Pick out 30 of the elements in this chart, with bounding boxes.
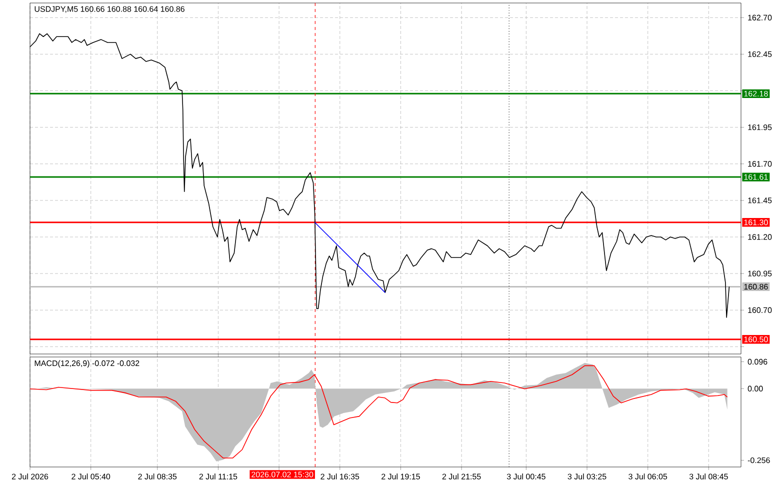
- x-tick-label: 2 Jul 08:35: [138, 474, 177, 480]
- x-tick-label: 2 Jul 2026: [12, 474, 48, 480]
- x-tick-label: 2 Jul 21:55: [442, 474, 481, 480]
- ref-line-label: 160.50: [744, 336, 768, 342]
- x-tick-label: 2 Jul 16:35: [320, 474, 360, 480]
- y-tick-label: -0.256: [748, 457, 770, 464]
- ref-line-label: 161.30: [744, 220, 768, 226]
- x-tick-label: 2 Jul 11:15: [199, 474, 238, 480]
- x-tick-label: 3 Jul 08:45: [689, 474, 728, 480]
- y-tick-label: 161.45: [748, 198, 772, 204]
- y-tick-label: 160.95: [748, 270, 772, 276]
- ref-line-label: 162.18: [744, 90, 768, 96]
- x-tick-label: 2 Jul 19:15: [382, 474, 420, 480]
- y-tick-label: 0.00: [748, 386, 763, 392]
- y-tick-label: 162.45: [748, 51, 772, 58]
- y-tick-label: 161.95: [748, 124, 772, 130]
- ref-line-label: 2026.07.02 15:30: [252, 472, 314, 478]
- chart-title: USDJPY,M5 160.66 160.88 160.64 160.86: [34, 6, 184, 13]
- x-tick-label: 3 Jul 00:45: [506, 474, 546, 480]
- x-tick-label: 2 Jul 05:40: [72, 474, 110, 480]
- y-tick-label: 161.70: [748, 161, 772, 167]
- x-tick-label: 3 Jul 06:05: [628, 474, 668, 480]
- ref-line-label: 161.61: [744, 174, 768, 180]
- y-tick-label: 0.096: [748, 358, 768, 365]
- ref-line-label: 160.86: [744, 284, 768, 290]
- y-tick-label: 161.20: [748, 234, 772, 240]
- y-tick-label: 162.70: [748, 14, 772, 20]
- x-tick-label: 3 Jul 03:25: [568, 474, 606, 480]
- chart-title: MACD(12,26,9) -0.072 -0.032: [34, 360, 140, 368]
- y-tick-label: 160.70: [748, 307, 772, 313]
